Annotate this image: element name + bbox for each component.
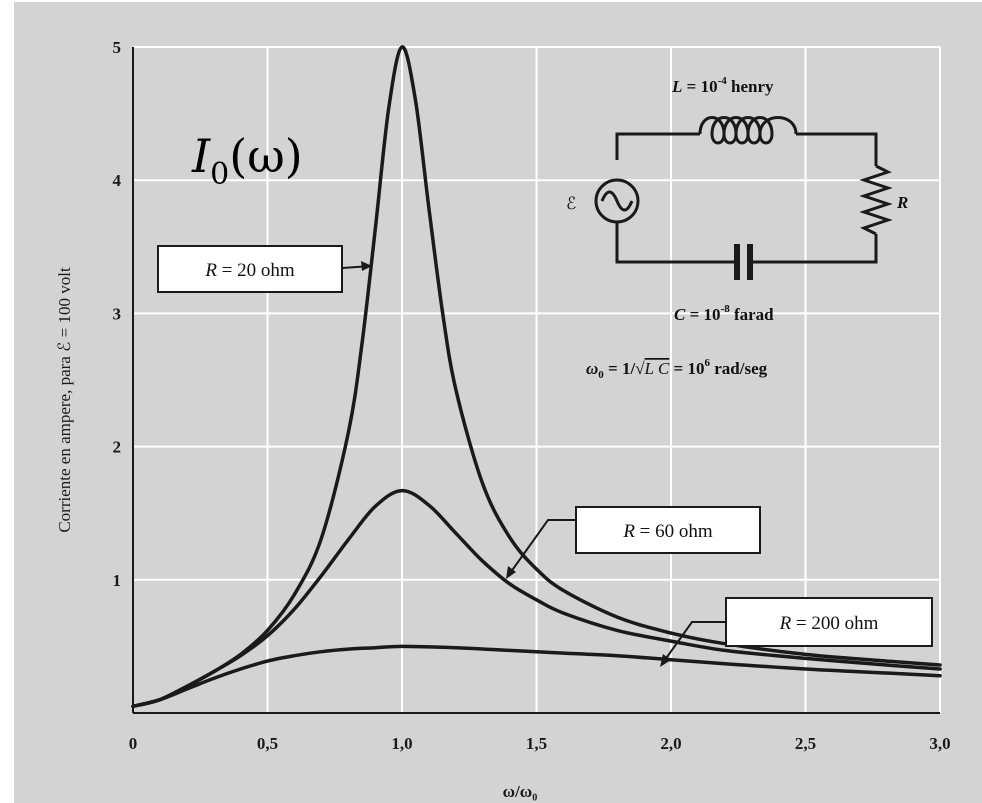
- y-tick-label: 2: [113, 438, 122, 457]
- curves: [131, 45, 942, 709]
- legend-r200-leader: [661, 621, 726, 665]
- x-tick-label: 0,5: [257, 734, 278, 753]
- wire-right-bottom: [750, 234, 878, 264]
- overlay-base: I: [191, 129, 211, 183]
- resistor-zigzag: [859, 164, 893, 236]
- grid: [133, 46, 941, 713]
- wire-top-right: [796, 132, 878, 166]
- legend-r20-text: R = 20 ohm: [204, 260, 295, 281]
- legend-r60: R = 60 ohm: [506, 506, 761, 579]
- y-tick-label: 5: [113, 38, 122, 57]
- y-axis-label: Corriente en ampere, para ℰ = 100 volt: [55, 267, 74, 533]
- legend-r60-arrowhead: [506, 566, 516, 579]
- wire-bottom-left: [615, 222, 735, 264]
- legend-r20: R = 20 ohm: [157, 245, 373, 293]
- y-tick-label: 3: [113, 304, 122, 323]
- legend-r20-arrowhead: [361, 261, 372, 271]
- emf-label: ℰ: [566, 194, 576, 213]
- overlay-formula: I0(ω): [191, 129, 303, 192]
- series-line-r200: [131, 644, 942, 709]
- y-tick-label: 1: [113, 571, 122, 590]
- ac-source-circle: [594, 178, 640, 224]
- legend-r20-box: [157, 245, 343, 293]
- legend-r60-leader: [507, 519, 576, 577]
- y-tick-label: 4: [113, 171, 122, 190]
- x-tick-label: 3,0: [929, 734, 950, 753]
- x-tick-label: 1,5: [526, 734, 547, 753]
- legend-r200: R = 200 ohm: [660, 597, 933, 667]
- capacitor-label: C = 10-8 farad: [674, 303, 774, 324]
- overlay-sub: 0: [210, 157, 229, 192]
- series-line-r20: [131, 45, 942, 709]
- inductor-coil: [698, 116, 798, 145]
- legend-r200-text: R = 200 ohm: [779, 613, 879, 634]
- x-axis-label: ω/ω₀: [503, 782, 538, 801]
- legend-r60-text: R = 60 ohm: [622, 521, 713, 542]
- chart-background: [14, 2, 982, 803]
- legend-r60-box: [575, 506, 761, 554]
- omega-formula: ω0 = 1/√L C = 106 rad/seg: [586, 357, 768, 381]
- legend-r200-arrowhead: [660, 654, 671, 667]
- series-line-r60: [131, 488, 942, 709]
- legend-r200-box: [725, 597, 933, 647]
- resistor-label: R: [896, 193, 908, 212]
- axes: 0 0,5 1,0 1,5 2,0 2,5 3,0 1 2 3 4 5: [113, 38, 951, 753]
- x-tick-label: 0: [129, 734, 138, 753]
- circuit-diagram: [594, 116, 893, 280]
- inductor-label: L = 10-4 henry: [671, 75, 774, 96]
- ac-source-wave: [600, 190, 634, 212]
- x-tick-label: 2,0: [660, 734, 681, 753]
- overlay-arg: (ω): [229, 129, 302, 183]
- x-tick-label: 1,0: [391, 734, 412, 753]
- x-tick-label: 2,5: [795, 734, 816, 753]
- wire-top-left: [615, 132, 700, 160]
